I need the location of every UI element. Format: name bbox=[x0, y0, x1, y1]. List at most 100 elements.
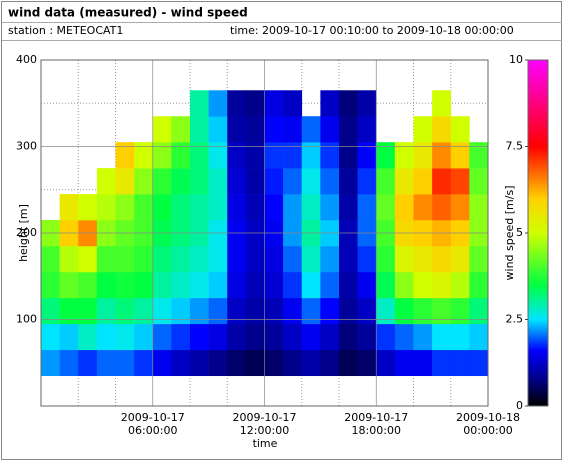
heat-cell bbox=[413, 168, 433, 195]
title: wind data (measured) - wind speed bbox=[8, 6, 248, 20]
heat-cell bbox=[227, 142, 247, 169]
heat-cell bbox=[208, 168, 228, 195]
heat-cell bbox=[245, 349, 265, 377]
heat-cell bbox=[469, 297, 489, 325]
heat-cell bbox=[357, 142, 377, 169]
station: station : METEOCAT1 bbox=[8, 24, 123, 37]
heat-cell bbox=[432, 194, 452, 221]
heat-cell bbox=[432, 349, 452, 377]
heat-cell bbox=[394, 194, 414, 221]
heat-cell bbox=[171, 349, 191, 377]
heat-cell bbox=[227, 116, 247, 143]
heat-cell bbox=[208, 90, 228, 117]
heat-cell bbox=[357, 323, 377, 351]
y-axis-label: height [m] bbox=[17, 204, 30, 262]
heat-cell bbox=[413, 245, 433, 273]
colorbar-tick-label: 5 bbox=[516, 226, 523, 239]
heat-cell bbox=[134, 349, 154, 377]
heat-cell bbox=[96, 297, 116, 325]
heat-cell bbox=[208, 142, 228, 169]
heat-cell bbox=[152, 142, 172, 169]
y-tick-label: 400 bbox=[16, 53, 37, 66]
heat-cell bbox=[376, 168, 396, 195]
heat-cell bbox=[78, 349, 98, 377]
heat-cell bbox=[134, 245, 154, 273]
heat-cell bbox=[59, 194, 79, 221]
heat-cell bbox=[245, 168, 265, 195]
heat-cell bbox=[320, 90, 340, 117]
heat-cell bbox=[469, 271, 489, 299]
heat-cell bbox=[208, 323, 228, 351]
heat-cell bbox=[376, 297, 396, 325]
heat-cell bbox=[450, 349, 470, 377]
heat-cell bbox=[450, 116, 470, 143]
heat-cell bbox=[283, 142, 303, 169]
heat-cell bbox=[320, 142, 340, 169]
heat-cell bbox=[357, 116, 377, 143]
heat-cell bbox=[41, 349, 60, 377]
heat-cell bbox=[152, 271, 172, 299]
time-range: time: 2009-10-17 00:10:00 to 2009-10-18 … bbox=[230, 24, 514, 37]
heat-cell bbox=[301, 297, 321, 325]
heat-cell bbox=[301, 168, 321, 195]
heat-cell bbox=[96, 323, 116, 351]
heat-cell bbox=[264, 349, 284, 377]
heat-cell bbox=[96, 168, 116, 195]
heat-cell bbox=[78, 245, 98, 273]
heat-cell bbox=[283, 194, 303, 221]
heat-cell bbox=[245, 323, 265, 351]
colorbar-label: wind speed [m/s] bbox=[503, 186, 516, 281]
heat-cell bbox=[450, 271, 470, 299]
heat-cell bbox=[227, 271, 247, 299]
heat-cell bbox=[450, 142, 470, 169]
heat-cell bbox=[394, 271, 414, 299]
heat-cell bbox=[208, 194, 228, 221]
heat-cell bbox=[96, 349, 116, 377]
heat-cell bbox=[469, 168, 489, 195]
heat-cell bbox=[171, 116, 191, 143]
heat-cell bbox=[413, 194, 433, 221]
heat-cell bbox=[469, 323, 489, 351]
x-tick-label: 2009-10-17 06:00:00 bbox=[120, 411, 185, 437]
heat-cell bbox=[190, 142, 209, 169]
x-tick-label: 2009-10-18 00:00:00 bbox=[456, 411, 520, 437]
x-axis-label: time bbox=[253, 437, 278, 450]
heat-cell bbox=[320, 116, 340, 143]
heat-cell bbox=[134, 142, 154, 169]
heat-cell bbox=[283, 168, 303, 195]
heat-cell bbox=[245, 194, 265, 221]
heat-cell bbox=[469, 194, 489, 221]
heat-cell bbox=[245, 90, 265, 117]
heat-cell bbox=[339, 349, 358, 377]
heat-cell bbox=[413, 271, 433, 299]
heat-cell bbox=[96, 271, 116, 299]
heat-cell bbox=[190, 323, 209, 351]
heat-cell bbox=[413, 116, 433, 143]
heat-cell bbox=[171, 194, 191, 221]
heat-cell bbox=[190, 194, 209, 221]
heat-cell bbox=[413, 323, 433, 351]
heat-cell bbox=[432, 116, 452, 143]
heat-cell bbox=[245, 142, 265, 169]
heat-cell bbox=[339, 116, 358, 143]
heat-cell bbox=[264, 142, 284, 169]
heat-cell bbox=[190, 245, 209, 273]
heat-cell bbox=[59, 245, 79, 273]
heat-cell bbox=[227, 323, 247, 351]
heat-cell bbox=[59, 297, 79, 325]
y-tick-label: 200 bbox=[16, 226, 37, 239]
heat-cell bbox=[283, 116, 303, 143]
heat-cell bbox=[394, 142, 414, 169]
heat-cell bbox=[432, 271, 452, 299]
heat-cell bbox=[152, 168, 172, 195]
heat-cell bbox=[357, 297, 377, 325]
heat-cell bbox=[115, 271, 135, 299]
heat-cell bbox=[59, 271, 79, 299]
heat-cell bbox=[264, 194, 284, 221]
heat-cell bbox=[320, 194, 340, 221]
heat-cell bbox=[301, 245, 321, 273]
heat-cell bbox=[115, 297, 135, 325]
heat-cell bbox=[320, 245, 340, 273]
heat-cell bbox=[227, 349, 247, 377]
